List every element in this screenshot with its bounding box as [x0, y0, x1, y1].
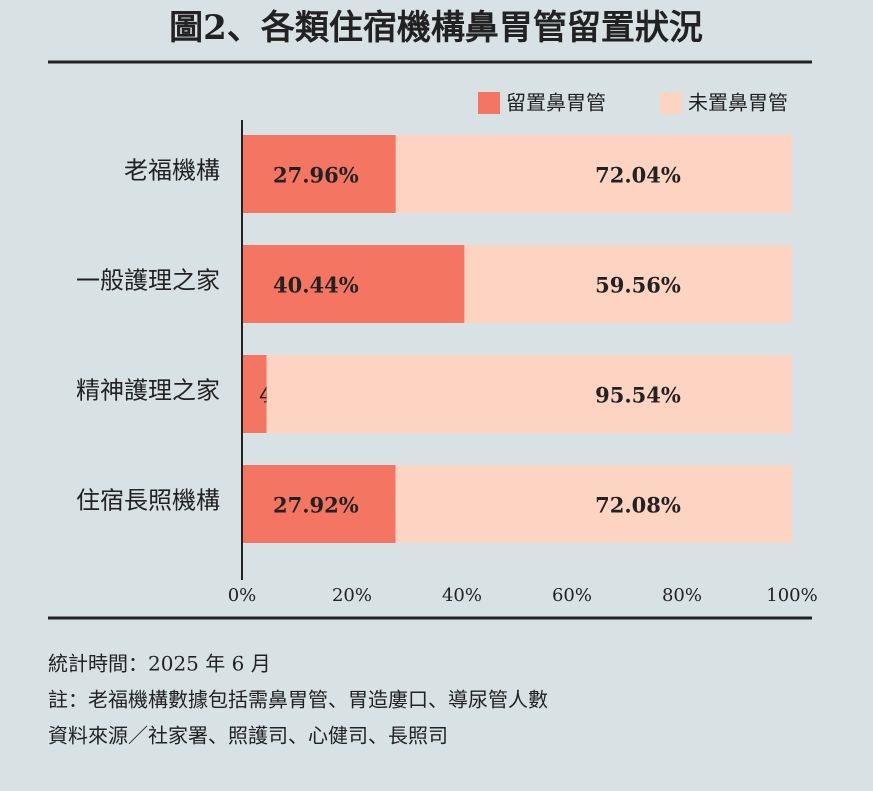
bar — [464, 245, 792, 323]
legend-label: 未置鼻胃管 — [688, 91, 788, 115]
x-tick-label: 0% — [228, 585, 257, 606]
bar — [242, 245, 465, 323]
data-label: 72.08% — [595, 493, 681, 518]
footnote: 資料來源／社家署、照護司、心健司、長照司 — [48, 724, 448, 748]
legend-swatch — [478, 92, 500, 114]
x-tick-label: 100% — [766, 585, 817, 606]
chart-title: 圖2、各類住宿機構鼻胃管留置狀況 — [169, 8, 703, 48]
bar — [242, 355, 267, 433]
footnote: 註：老福機構數據包括需鼻胃管、胃造廔口、導尿管人數 — [48, 688, 548, 712]
x-tick-label: 60% — [552, 585, 592, 606]
legend-label: 留置鼻胃管 — [506, 91, 606, 115]
x-tick-label: 80% — [662, 585, 702, 606]
data-label: 27.92% — [273, 493, 359, 518]
data-label: 72.04% — [595, 163, 681, 188]
x-tick-label: 40% — [442, 585, 482, 606]
category-label: 精神護理之家 — [76, 377, 220, 405]
legend-swatch — [660, 92, 682, 114]
x-tick-label: 20% — [332, 585, 372, 606]
footnote: 統計時間：2025 年 6 月 — [48, 652, 271, 676]
bar — [242, 465, 396, 543]
category-label: 一般護理之家 — [76, 267, 220, 295]
category-label: 住宿長照機構 — [76, 487, 220, 515]
bar — [242, 135, 396, 213]
data-label: 27.96% — [273, 163, 359, 188]
bar — [395, 465, 792, 543]
category-label: 老福機構 — [124, 157, 220, 185]
bar — [266, 355, 792, 433]
data-label: 40.44% — [273, 273, 359, 298]
bar — [395, 135, 792, 213]
data-label: 59.56% — [595, 273, 681, 298]
data-label: 95.54% — [595, 383, 681, 408]
